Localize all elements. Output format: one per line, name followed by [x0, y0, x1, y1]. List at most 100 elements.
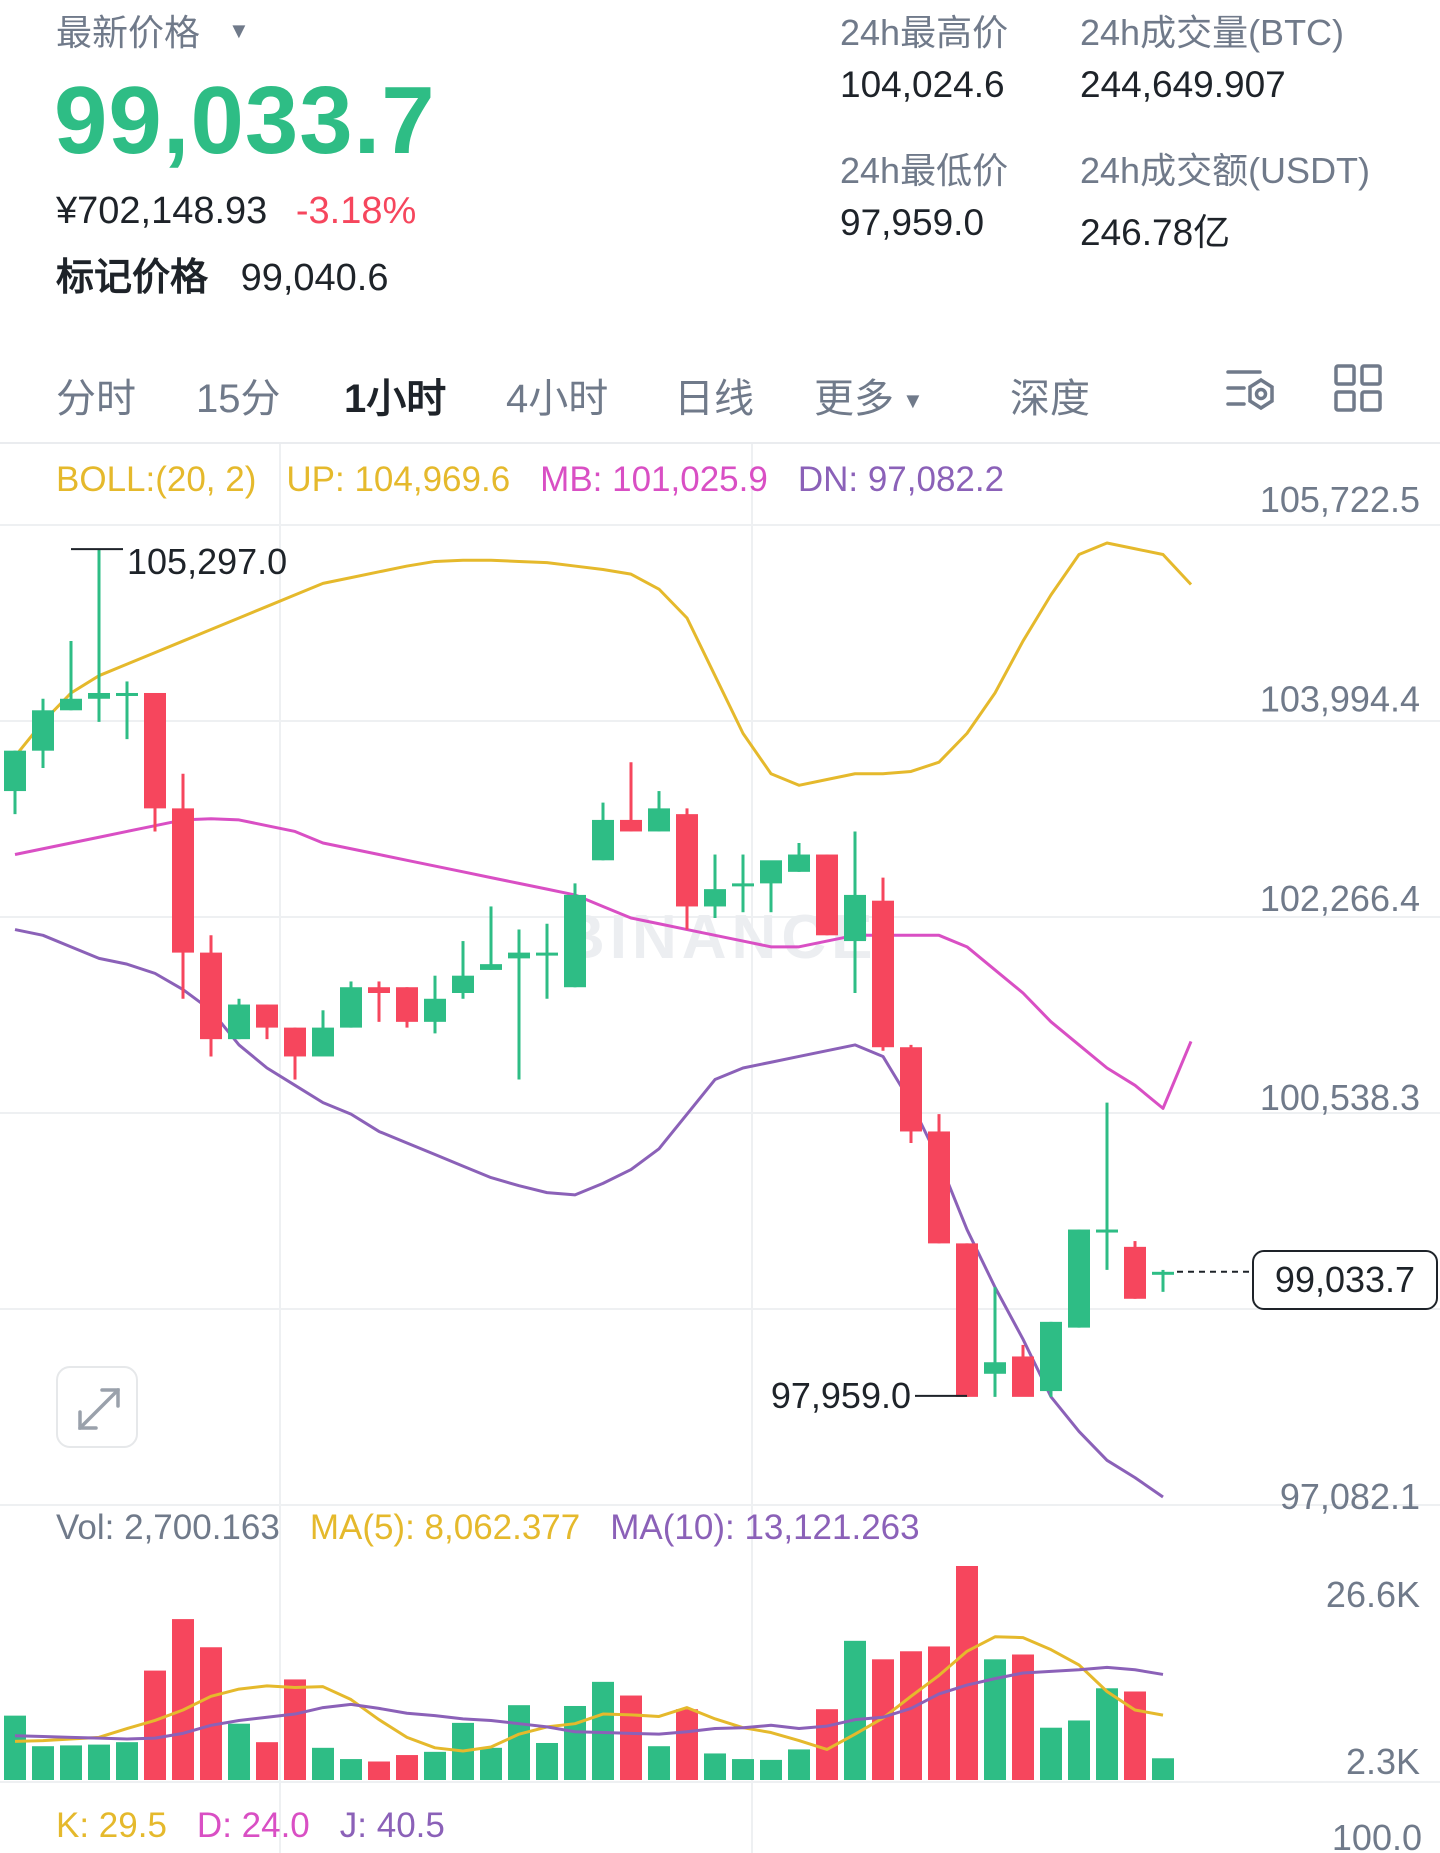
candle-body — [984, 1362, 1006, 1374]
volume-bar — [4, 1715, 26, 1780]
volume-bar — [536, 1742, 558, 1780]
high-marker-label: 105,297.0 — [127, 541, 287, 582]
candle-body — [676, 814, 698, 907]
volume-bar — [564, 1705, 586, 1780]
volume-bar — [312, 1747, 334, 1780]
volume-bar — [172, 1619, 194, 1780]
volume-bar — [340, 1759, 362, 1780]
candle-body — [452, 975, 474, 993]
tab-depth[interactable]: 深度 — [1010, 377, 1090, 421]
candle-body — [704, 889, 726, 907]
price-axis: 105,722.5 103,994.4 102,266.4 100,538.3 97,0… — [1260, 479, 1420, 1517]
volume-bar — [732, 1759, 754, 1780]
boll-params: BOLL:(20, 2) — [56, 460, 257, 499]
volume-bar — [900, 1651, 922, 1780]
volume-axis-label: 2.3K — [1346, 1741, 1420, 1782]
tab-timeline[interactable]: 分时 — [56, 377, 136, 421]
stat-label: 24h最高价 — [840, 12, 1009, 53]
chart-grid — [0, 444, 1440, 1853]
price-conversion: ¥702,148.93 -3.18% — [56, 190, 416, 233]
expand-chart-button[interactable] — [56, 1366, 138, 1448]
change-percent: -3.18% — [295, 190, 417, 232]
volume-bar — [144, 1670, 166, 1780]
candle-body — [340, 987, 362, 1028]
volume-bar — [704, 1753, 726, 1780]
last-price: 99,033.7 — [54, 67, 436, 174]
kdj-axis-label: 100.0 — [1332, 1817, 1422, 1853]
candle-body — [88, 692, 110, 699]
stat-value: 246.78亿 — [1080, 212, 1231, 253]
candle-body — [648, 808, 670, 832]
stat-value: 97,959.0 — [840, 202, 985, 243]
price-axis-label: 97,082.1 — [1280, 1476, 1420, 1517]
caret-down-icon[interactable]: ▼ — [228, 18, 250, 43]
mark-price-row: 标记价格 99,040.6 — [56, 246, 389, 301]
volume-bar — [508, 1705, 530, 1780]
volume-bar — [116, 1742, 138, 1780]
price-axis-label: 102,266.4 — [1260, 878, 1420, 919]
tab-15m[interactable]: 15分 — [196, 377, 281, 421]
candle-body — [816, 854, 838, 936]
volume-bar — [1124, 1691, 1146, 1780]
volume-bar — [284, 1679, 306, 1780]
candle-body — [1068, 1229, 1090, 1328]
volume-bar — [32, 1746, 54, 1780]
expand-icon — [78, 1388, 120, 1430]
volume-bar — [368, 1761, 390, 1780]
candle-body — [116, 692, 138, 696]
volume-bar — [984, 1659, 1006, 1780]
candle-body — [312, 1027, 334, 1057]
indicator-settings-icon[interactable] — [1224, 362, 1276, 414]
mark-price-value: 99,040.6 — [240, 257, 389, 299]
layout-grid-icon[interactable] — [1332, 362, 1384, 414]
volume-bar — [844, 1640, 866, 1780]
kline-chart[interactable]: BINANCE 105,297.097,959.0 105,722.5103,9… — [0, 444, 1440, 1853]
volume-value: Vol: 2,700.163 — [56, 1508, 280, 1547]
candle-body — [1124, 1246, 1146, 1299]
tab-4h[interactable]: 4小时 — [506, 377, 609, 421]
tab-1h[interactable]: 1小时 — [344, 377, 447, 421]
tab-daily[interactable]: 日线 — [674, 377, 754, 421]
volume-ma5-value: MA(5): 8,062.377 — [309, 1508, 581, 1547]
volume-ma10-value: MA(10): 13,121.263 — [610, 1508, 920, 1547]
stat-value: 244,649.907 — [1080, 64, 1286, 105]
volume-ma-lines — [14, 1635, 1164, 1753]
tabs-divider — [0, 442, 1440, 444]
volume-ma5-line — [14, 1635, 1164, 1753]
boll-dn-line — [14, 928, 1164, 1499]
candle-body — [928, 1131, 950, 1244]
volume-ma10-line — [14, 1665, 1164, 1741]
boll-mb-value: MB: 101,025.9 — [540, 460, 768, 499]
volume-bars — [4, 1566, 1174, 1780]
boll-dn-value: DN: 97,082.2 — [797, 460, 1005, 499]
tab-more-label: 更多 — [814, 377, 894, 421]
low-marker-label: 97,959.0 — [771, 1375, 911, 1416]
caret-down-icon: ▼ — [902, 388, 924, 414]
candle-body — [32, 710, 54, 751]
last-price-label[interactable]: 最新价格 — [56, 12, 201, 53]
stat-24h-low: 24h最低价 97,959.0 — [840, 142, 1008, 244]
candle-body — [144, 692, 166, 809]
candle-body — [872, 900, 894, 1048]
volume-bar — [256, 1742, 278, 1780]
candle-body — [284, 1027, 306, 1057]
candle-body — [508, 952, 530, 959]
tab-more[interactable]: 更多 ▼ — [814, 366, 924, 424]
candle-body — [368, 987, 390, 993]
candlesticks — [4, 549, 1174, 1397]
volume-bar — [788, 1749, 810, 1780]
volume-bar — [88, 1744, 110, 1780]
volume-bar — [1012, 1654, 1034, 1780]
boll-up-line — [13, 541, 1193, 787]
price-axis-label: 105,722.5 — [1260, 479, 1420, 520]
candle-body — [900, 1047, 922, 1132]
volume-bar — [676, 1709, 698, 1780]
volume-bar — [592, 1681, 614, 1780]
stat-label: 24h成交额(USDT) — [1080, 150, 1371, 191]
candle-body — [620, 819, 642, 832]
candle-body — [480, 964, 502, 970]
candle-body — [1012, 1356, 1034, 1397]
volume-bar — [200, 1647, 222, 1780]
stat-24h-volume-btc: 24h成交量(BTC) 244,649.907 — [1080, 4, 1344, 106]
candle-body — [1040, 1321, 1062, 1392]
